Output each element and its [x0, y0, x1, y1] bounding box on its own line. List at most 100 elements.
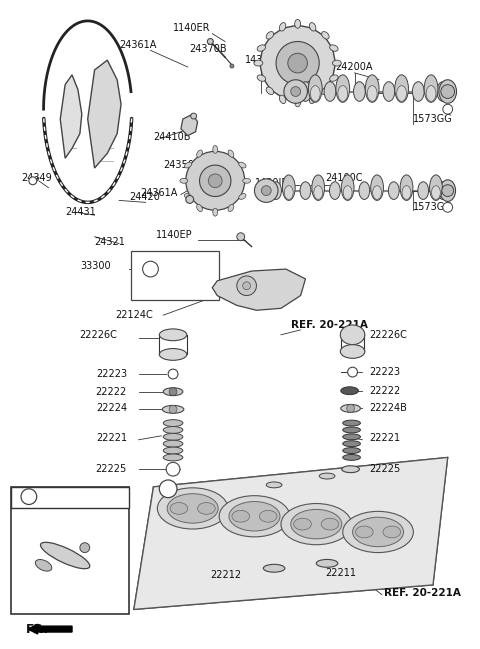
Text: 1573GG: 1573GG: [413, 114, 453, 124]
Circle shape: [243, 282, 251, 289]
Ellipse shape: [426, 86, 436, 101]
Text: 22212: 22212: [211, 570, 242, 580]
Text: 24420: 24420: [129, 193, 160, 202]
Ellipse shape: [163, 387, 183, 396]
Ellipse shape: [40, 543, 90, 569]
Text: 21516A: 21516A: [33, 539, 70, 549]
Ellipse shape: [340, 325, 365, 345]
Ellipse shape: [264, 565, 285, 572]
Text: 24350: 24350: [163, 160, 194, 170]
Circle shape: [288, 53, 307, 73]
Ellipse shape: [163, 420, 183, 426]
Ellipse shape: [324, 82, 336, 101]
Ellipse shape: [395, 75, 408, 103]
Ellipse shape: [163, 440, 183, 447]
Ellipse shape: [342, 466, 360, 472]
Text: 24200A: 24200A: [335, 62, 372, 72]
Text: 22124C: 22124C: [116, 310, 154, 320]
Ellipse shape: [291, 509, 342, 539]
Ellipse shape: [159, 349, 187, 360]
Ellipse shape: [259, 510, 277, 522]
Ellipse shape: [198, 502, 215, 514]
Ellipse shape: [257, 75, 265, 81]
Ellipse shape: [319, 473, 335, 479]
Ellipse shape: [300, 82, 312, 101]
Ellipse shape: [162, 406, 184, 413]
Ellipse shape: [163, 454, 183, 461]
Ellipse shape: [266, 87, 274, 95]
Text: 22221: 22221: [96, 433, 127, 443]
Circle shape: [169, 387, 177, 396]
Polygon shape: [88, 60, 121, 168]
Text: a: a: [144, 264, 151, 274]
Ellipse shape: [333, 60, 341, 66]
Ellipse shape: [418, 182, 429, 199]
Ellipse shape: [159, 329, 187, 341]
Ellipse shape: [343, 441, 360, 447]
Ellipse shape: [284, 186, 293, 199]
Ellipse shape: [396, 86, 407, 101]
Ellipse shape: [266, 482, 282, 488]
Ellipse shape: [322, 87, 329, 95]
Circle shape: [441, 84, 455, 99]
Circle shape: [443, 202, 453, 212]
Text: 24100C: 24100C: [325, 173, 362, 183]
Ellipse shape: [184, 162, 192, 168]
Text: 1573GG: 1573GG: [413, 202, 453, 212]
Circle shape: [191, 113, 197, 119]
Ellipse shape: [311, 86, 320, 101]
Text: 1140EP: 1140EP: [156, 230, 192, 239]
Ellipse shape: [330, 75, 338, 81]
Ellipse shape: [279, 95, 286, 104]
Text: 24431: 24431: [65, 207, 96, 217]
Ellipse shape: [341, 404, 360, 412]
Circle shape: [348, 367, 358, 377]
Ellipse shape: [353, 517, 404, 546]
Ellipse shape: [282, 175, 295, 201]
Ellipse shape: [294, 519, 312, 530]
Ellipse shape: [340, 345, 365, 358]
Ellipse shape: [341, 175, 354, 201]
Ellipse shape: [354, 82, 365, 101]
Circle shape: [443, 104, 453, 114]
Bar: [11, 487, 129, 615]
Ellipse shape: [310, 23, 316, 31]
Text: REF. 20-221A: REF. 20-221A: [384, 588, 461, 598]
Text: 24321: 24321: [95, 237, 125, 247]
Ellipse shape: [338, 86, 348, 101]
Text: 24370B: 24370B: [190, 44, 228, 55]
Text: 22223: 22223: [96, 369, 127, 379]
Ellipse shape: [437, 82, 449, 101]
Circle shape: [276, 42, 319, 84]
Ellipse shape: [343, 420, 360, 426]
Text: 22222: 22222: [369, 386, 400, 396]
Ellipse shape: [343, 434, 360, 440]
Circle shape: [166, 462, 180, 476]
Ellipse shape: [310, 95, 316, 104]
Circle shape: [260, 26, 335, 101]
Ellipse shape: [430, 175, 442, 201]
Circle shape: [143, 262, 158, 277]
Ellipse shape: [243, 178, 251, 183]
Ellipse shape: [314, 186, 323, 199]
Ellipse shape: [213, 208, 218, 216]
Circle shape: [261, 186, 271, 195]
Circle shape: [169, 406, 177, 413]
Ellipse shape: [359, 182, 370, 199]
Ellipse shape: [343, 454, 360, 460]
Ellipse shape: [295, 98, 300, 106]
Ellipse shape: [316, 559, 338, 567]
Text: 22225: 22225: [369, 464, 400, 474]
Circle shape: [200, 165, 231, 197]
Text: 22224: 22224: [96, 404, 127, 413]
Text: 24349: 24349: [21, 173, 52, 183]
Ellipse shape: [336, 75, 349, 103]
Text: a: a: [166, 484, 171, 493]
Text: 22225: 22225: [96, 464, 127, 474]
Ellipse shape: [167, 494, 218, 523]
Ellipse shape: [309, 75, 322, 103]
Ellipse shape: [388, 182, 399, 199]
Ellipse shape: [232, 510, 250, 522]
Ellipse shape: [424, 75, 438, 103]
Polygon shape: [212, 269, 305, 310]
